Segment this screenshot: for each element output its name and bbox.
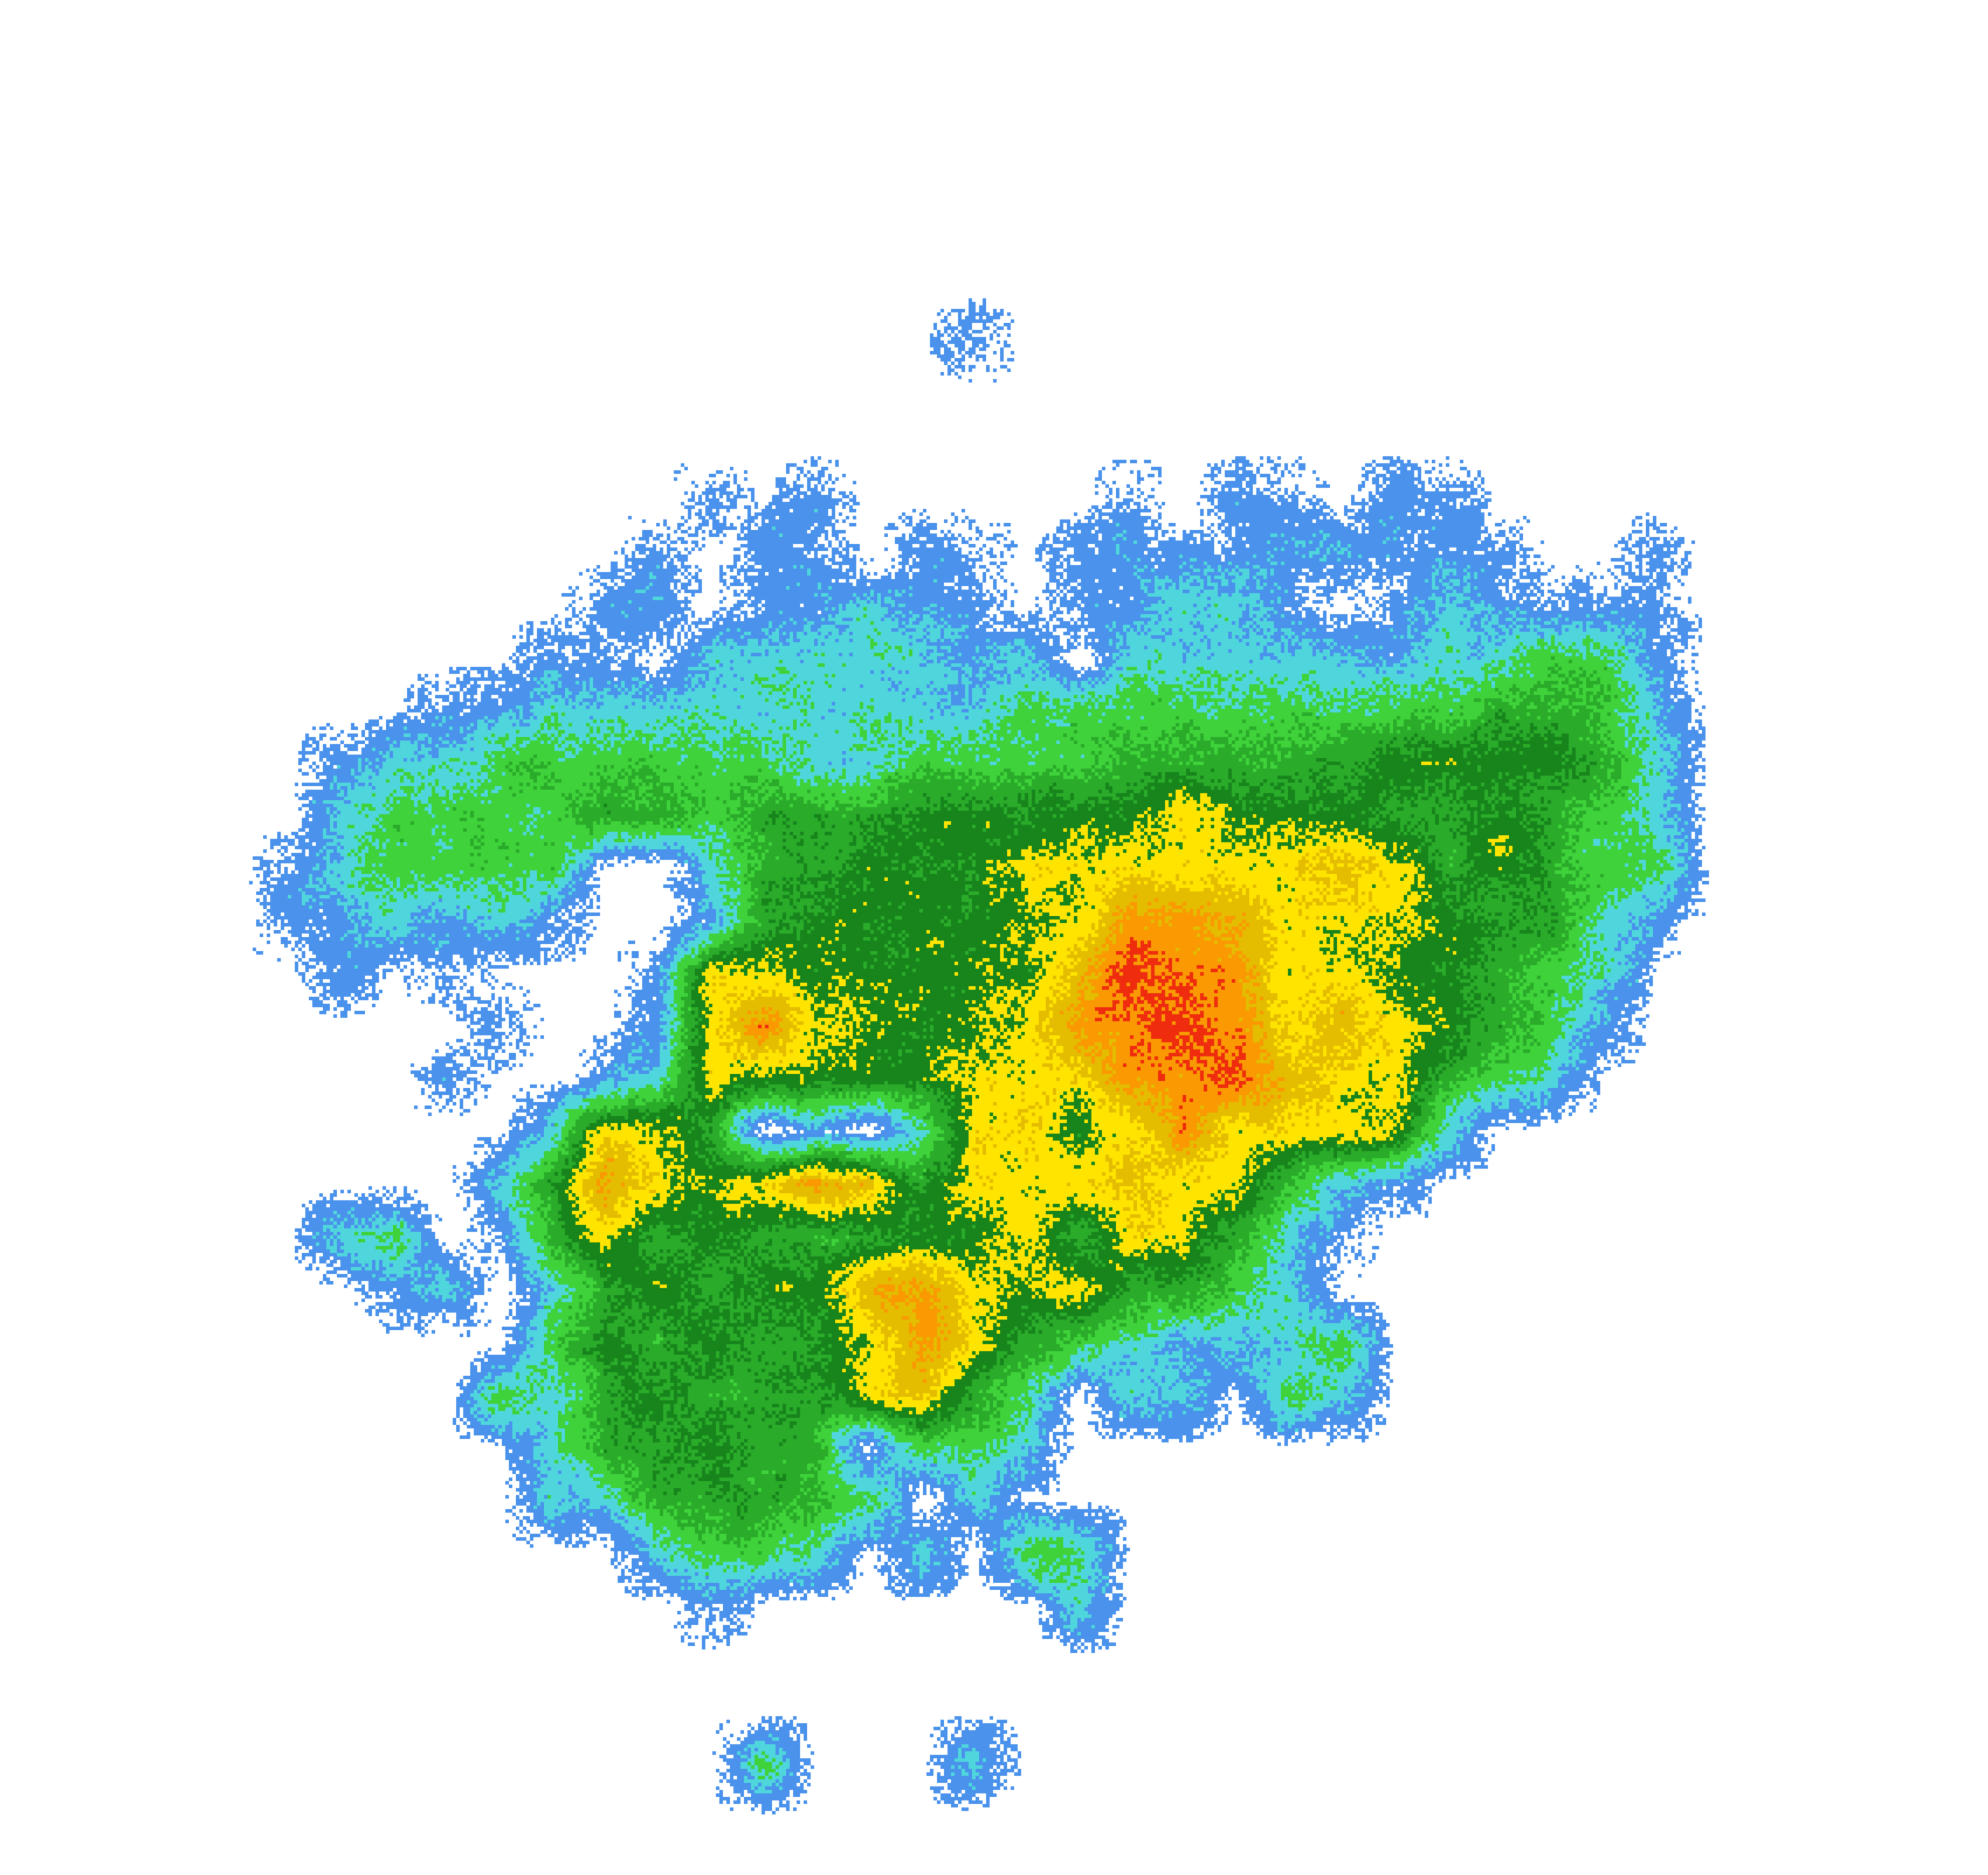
radar-map (0, 0, 1988, 1875)
radar-reflectivity-canvas (0, 0, 1988, 1875)
